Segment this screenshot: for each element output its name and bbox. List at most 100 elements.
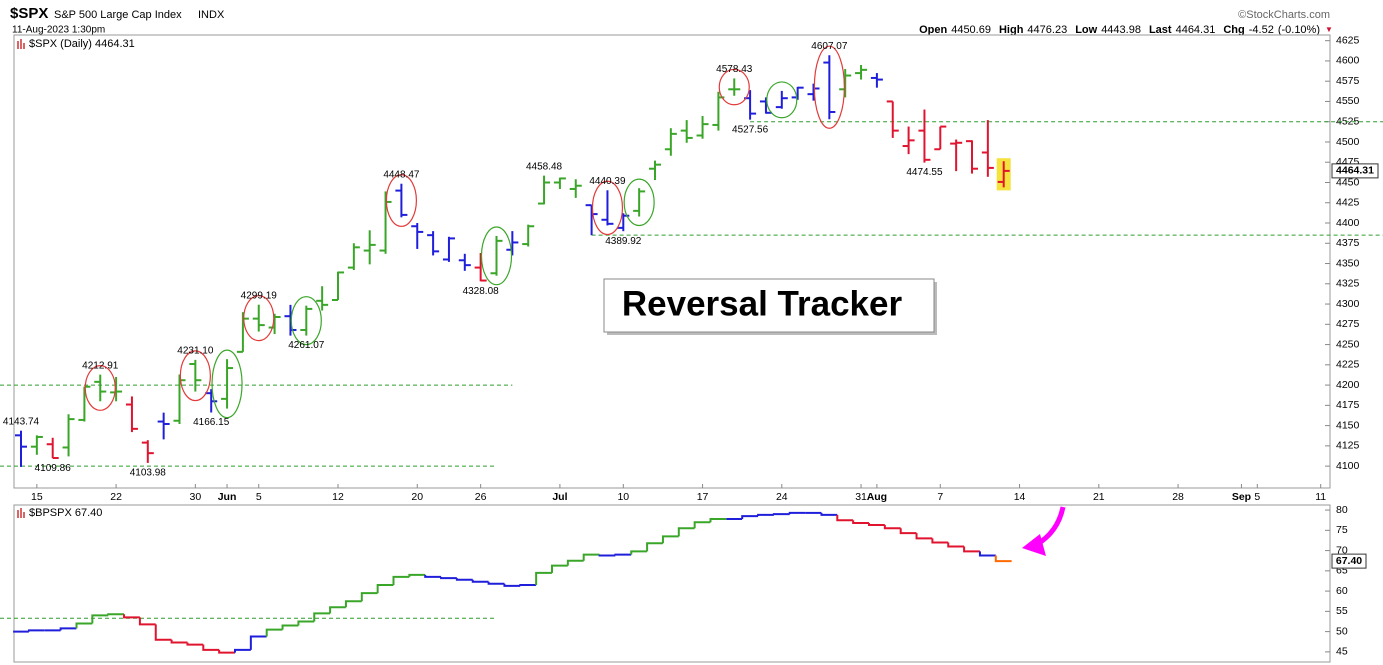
price-label: 4212.91 [82,360,119,371]
breadth-step [107,613,124,616]
legend-icon [17,39,25,49]
x-tick-label: 24 [776,491,788,503]
price-label: 4527.56 [732,124,769,135]
quote-value: -4.52 [1249,24,1274,36]
quote-label: High [999,24,1024,36]
price-panel [13,34,1331,489]
legend-label: $BPSPX 67.40 [29,507,102,519]
breadth-step [566,559,584,566]
breadth-step [757,513,774,517]
last-value: 67.40 [1336,555,1362,567]
reversal-circle [385,174,417,227]
breadth-step [709,517,727,523]
quote-value: 4464.31 [1176,24,1216,36]
reversal-circle [480,226,513,286]
breadth-step [915,533,933,540]
breadth-step [471,579,489,583]
source: ©StockCharts.com [1238,9,1330,21]
x-tick-label: 11 [1315,491,1326,503]
y-tick-label: 45 [1336,646,1348,658]
breadth-step [836,514,854,522]
y-tick-label: 4275 [1336,318,1360,330]
y-tick-label: 60 [1336,585,1348,597]
timestamp: 11-Aug-2023 1:30pm [12,25,105,36]
breadth-step [487,581,505,585]
breadth-step [123,614,140,619]
quote-change-pct: (-0.10%) [1278,24,1320,36]
y-tick-label: 55 [1336,605,1348,617]
last-value-box [1331,553,1367,569]
last-value: 4464.31 [1336,165,1374,177]
price-label: 4231.10 [177,346,214,357]
breadth-step [360,592,378,602]
y-tick-label: 4550 [1336,95,1360,107]
breadth-step [883,525,901,530]
price-label: 4448.47 [383,169,420,180]
breadth-step [868,523,885,527]
y-tick-label: 4100 [1336,460,1360,472]
price-legend: $SPX (Daily) 4464.31 [17,38,135,50]
box [603,278,935,333]
y-tick-label: 70 [1336,544,1348,556]
legend-value: 67.40 [75,507,103,519]
x-tick-label: Aug [867,491,887,503]
breadth-step [519,584,537,587]
quote-label: Open [919,24,947,36]
index-name: S&P 500 Large Cap Index [54,9,182,21]
price-label: 4109.86 [35,463,72,474]
breadth-step [582,553,600,561]
quote-value: 4443.98 [1101,24,1141,36]
breadth-step [994,555,1012,563]
breadth-step [455,578,473,581]
y-tick-label: 4350 [1336,257,1360,269]
breadth-step [693,521,711,529]
last-value-box [1331,163,1379,179]
price-label: 4607.07 [811,41,848,52]
y-tick-label: 4400 [1336,217,1360,229]
x-tick-label: 15 [31,491,43,503]
y-tick-label: 80 [1336,504,1348,516]
breadth-step [297,620,315,626]
y-tick-label: 4125 [1336,440,1360,452]
y-tick-label: 4200 [1336,379,1360,391]
breadth-step [646,542,663,552]
x-tick-label: 30 [190,491,202,503]
reversal-circle [591,180,624,236]
breadth-step [535,571,552,586]
price-label: 4143.74 [3,416,40,427]
x-tick-label: 22 [110,491,122,503]
breadth-step [170,639,188,644]
breadth-step [218,649,235,654]
y-tick-label: 4375 [1336,237,1360,249]
x-tick-label: 31 [855,491,867,503]
price-label: 4299.19 [241,290,278,301]
quote-line: Open 4450.69 High 4476.23 Low 4443.98 Last 4464… [919,24,1320,36]
x-tick-label: 5 [256,491,262,503]
breadth-step [376,584,394,594]
y-tick-label: 75 [1336,524,1348,536]
reversal-circle [179,350,211,402]
price-label: 4328.08 [463,286,500,297]
reversal-tracker-box: Reversal Tracker [603,278,937,335]
x-tick-label: 28 [1172,491,1184,503]
x-tick-label: 17 [697,491,709,503]
breadth-step [820,512,838,516]
breadth-step [741,515,758,519]
symbol: $SPX [10,5,48,22]
legend-name: $SPX (Daily) [29,38,92,50]
price-label: 4261.07 [288,340,325,351]
breadth-step [947,542,965,548]
reversal-circle [766,81,798,119]
breadth-step [249,635,267,650]
breadth-step [963,546,980,553]
breadth-step [788,511,806,515]
x-tick-label: 12 [332,491,344,503]
breadth-step [931,538,949,544]
reversal-circle [211,349,243,419]
price-label: 4103.98 [130,468,167,479]
x-tick-label: 5 [1254,491,1260,503]
breadth-step [661,535,679,544]
breadth-step [59,627,77,631]
quote-label: Low [1075,24,1097,36]
